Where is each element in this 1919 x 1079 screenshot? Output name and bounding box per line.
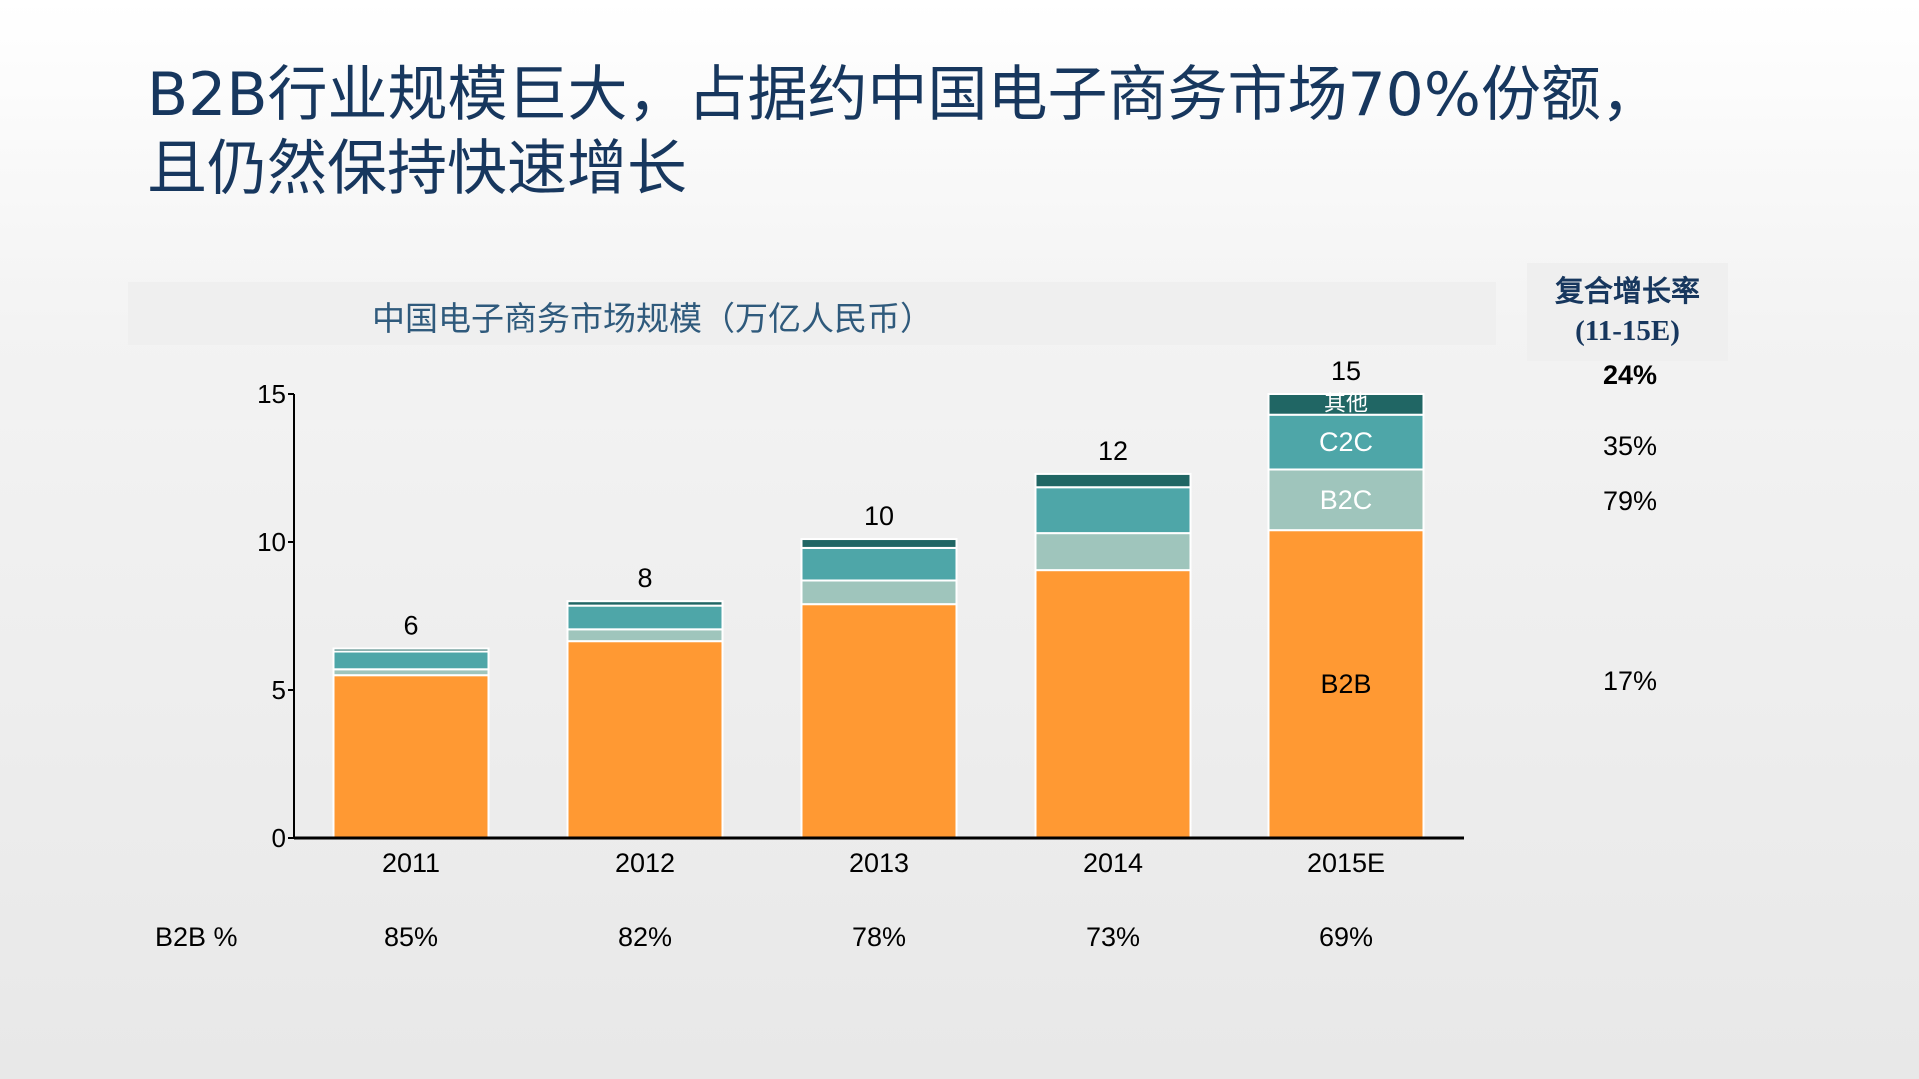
- total-label-2014: 12: [1098, 436, 1128, 466]
- bar-segment-b2b-2014: [1034, 569, 1192, 839]
- x-tick-label-2013: 2013: [849, 848, 909, 878]
- bar-segment-b2b-2012: [566, 640, 724, 839]
- cagr-c2c: 35%: [1602, 431, 1658, 461]
- cagr-header: 复合增长率 (11-15E): [1527, 263, 1728, 361]
- cagr-header-label: 复合增长率: [1554, 276, 1700, 308]
- y-tick-label-0: 0: [272, 823, 286, 853]
- bar-segment-c2c-2011: [332, 650, 490, 671]
- cagr-period: (11-15E): [1575, 315, 1680, 347]
- bar-segment-其他-2011: [332, 647, 490, 653]
- bar-segment-其他-2013: [800, 538, 958, 549]
- bar-segment-c2c-2014: [1034, 486, 1192, 535]
- bar-segment-b2b-2011: [332, 674, 490, 840]
- cagr-b2b: 17%: [1602, 666, 1658, 696]
- series-label-b2b: B2B: [1320, 669, 1371, 699]
- bar-segment-c2c-2015E: [1267, 413, 1425, 471]
- series-label-b2c: B2C: [1320, 485, 1373, 515]
- bar-segment-其他-2012: [566, 600, 724, 607]
- bar-segment-b2c-2013: [800, 579, 958, 606]
- bar-segment-c2c-2013: [800, 546, 958, 582]
- y-tick-label-15: 15: [257, 379, 286, 409]
- series-label-c2c: C2C: [1319, 427, 1373, 457]
- y-tick-label-5: 5: [272, 675, 286, 705]
- bar-segment-b2b-2013: [800, 603, 958, 839]
- x-tick-label-2011: 2011: [382, 848, 440, 878]
- bar-segment-b2c-2015E: [1267, 468, 1425, 532]
- bar-segment-其他-2015E: [1267, 393, 1425, 416]
- cagr-total: 24%: [1602, 360, 1658, 390]
- total-label-2012: 8: [637, 563, 652, 593]
- b2b-share-2015e: 69%: [1318, 922, 1374, 952]
- x-tick-label-2012: 2012: [615, 848, 675, 878]
- bar-segment-b2c-2012: [566, 628, 724, 643]
- x-tick-label-2014: 2014: [1083, 848, 1143, 878]
- y-tick-label-10: 10: [257, 527, 286, 557]
- x-tick-label-2015E: 2015E: [1307, 848, 1385, 878]
- b2b-share-label: B2B %: [155, 922, 238, 952]
- cagr-b2c: 79%: [1602, 486, 1658, 516]
- series-label-其他: 其他: [1324, 390, 1368, 415]
- bar-segment-其他-2014: [1034, 472, 1192, 489]
- b2b-share-2012: 82%: [617, 922, 673, 952]
- b2b-share-2014: 73%: [1085, 922, 1141, 952]
- total-label-2015E: 15: [1331, 356, 1361, 386]
- bar-segment-b2b-2015E: [1267, 529, 1425, 839]
- chart-title: 中国电子商务市场规模（万亿人民币）: [372, 299, 933, 338]
- bar-segment-c2c-2012: [566, 604, 724, 631]
- bar-segment-b2c-2014: [1034, 532, 1192, 572]
- b2b-share-2011: 85%: [383, 922, 439, 952]
- b2b-share-2013: 78%: [851, 922, 907, 952]
- total-label-2013: 10: [864, 501, 894, 531]
- total-label-2011: 6: [403, 611, 418, 641]
- chart-title-box: [128, 282, 1496, 345]
- page-title: B2B行业规模巨大，占据约中国电子商务市场70%份额，且仍然保持快速增长: [147, 60, 1661, 204]
